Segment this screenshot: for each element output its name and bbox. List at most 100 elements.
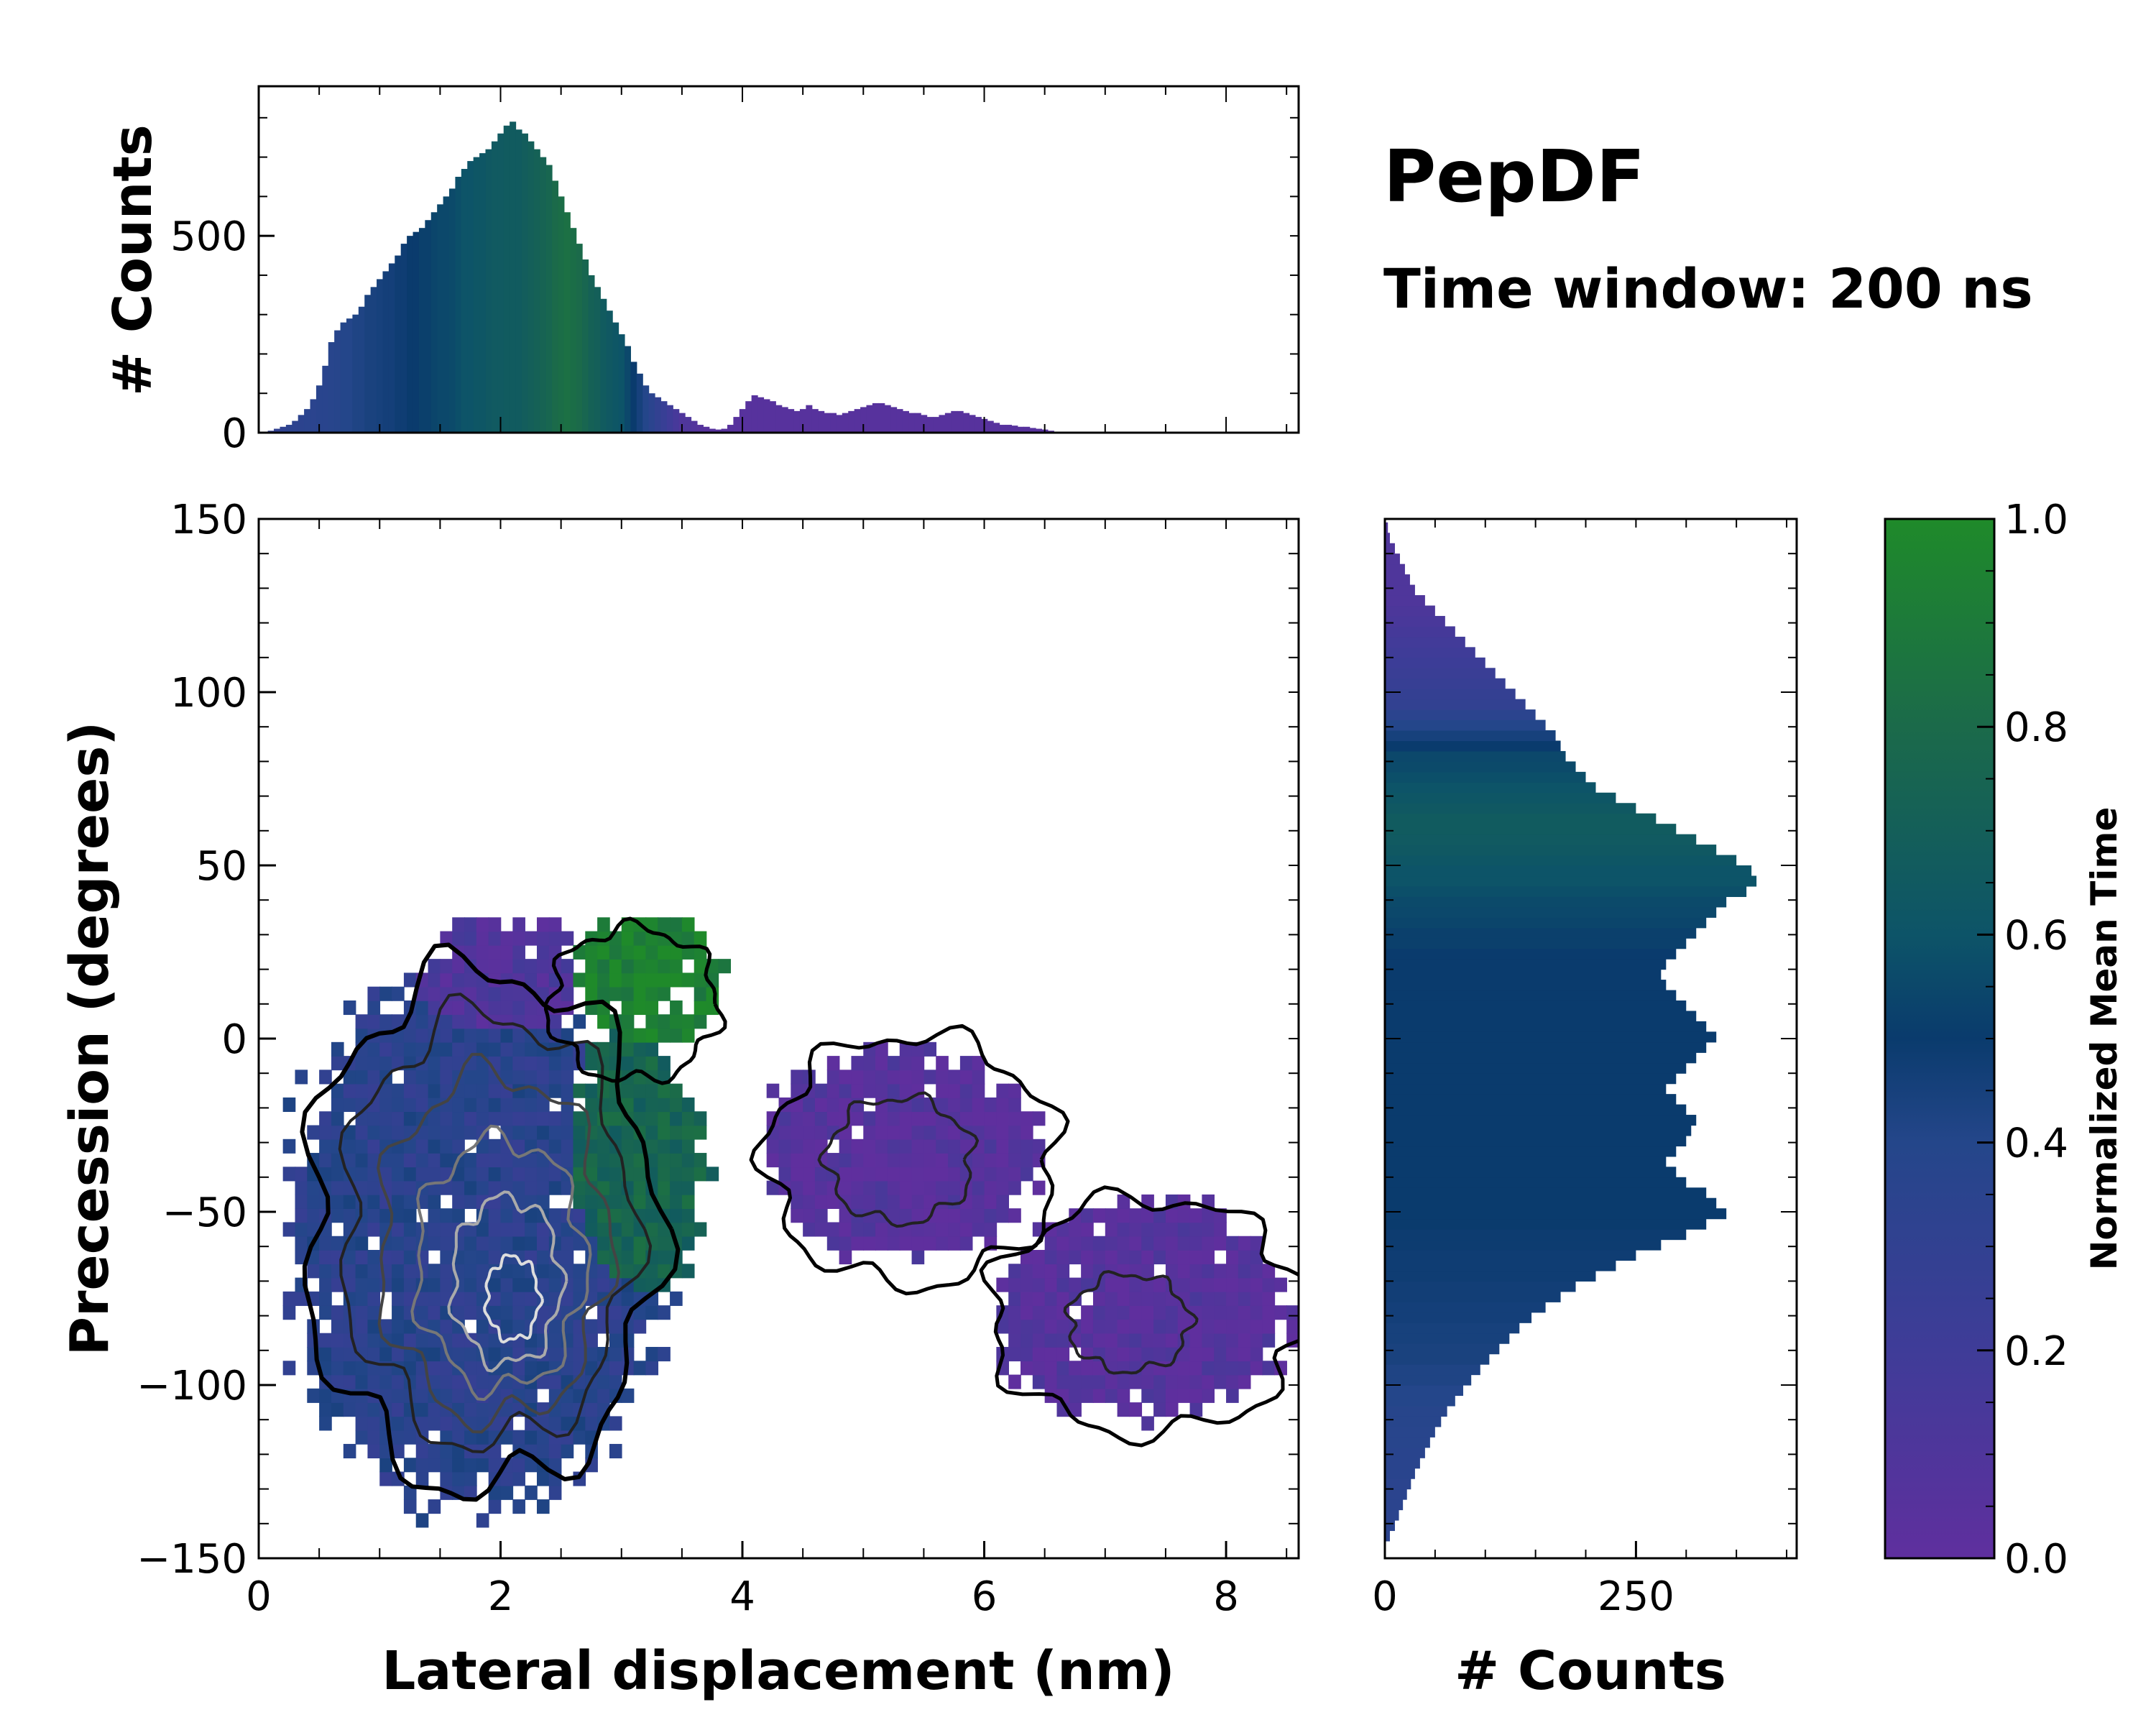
heatmap-cell	[1092, 1346, 1106, 1362]
heatmap-cell	[936, 1194, 949, 1209]
heatmap-cell	[585, 959, 598, 974]
heatmap-cell	[488, 1028, 502, 1043]
heatmap-cell	[936, 1222, 949, 1237]
heatmap-cell	[1129, 1374, 1143, 1389]
right-hist-bar	[1385, 1011, 1697, 1022]
main-ytick-label: −100	[137, 1363, 247, 1409]
heatmap-cell	[476, 1430, 489, 1445]
right-hist-bar	[1385, 647, 1475, 658]
heatmap-cell	[1056, 1333, 1070, 1348]
heatmap-cell	[379, 1361, 392, 1376]
heatmap-cell	[464, 1014, 477, 1029]
heatmap-cell	[561, 986, 574, 1001]
heatmap-cell	[1032, 1374, 1046, 1389]
heatmap-cell	[367, 1319, 381, 1334]
heatmap-cell	[561, 959, 574, 974]
heatmap-cell	[645, 1277, 659, 1292]
heatmap-cell	[500, 1014, 514, 1029]
heatmap-cell	[379, 1056, 392, 1071]
heatmap-cell	[911, 1236, 925, 1251]
heatmap-cell	[476, 1264, 489, 1279]
heatmap-cell	[585, 972, 598, 988]
heatmap-cell	[343, 1346, 356, 1362]
heatmap-cell	[355, 1250, 369, 1265]
heatmap-cell	[1165, 1319, 1179, 1334]
heatmap-cell	[609, 959, 622, 974]
heatmap-cell	[367, 1056, 381, 1071]
heatmap-cell	[452, 1208, 465, 1223]
top-hist-bar	[818, 410, 825, 433]
heatmap-cell	[452, 1374, 465, 1389]
top-histogram-frame	[257, 85, 1300, 434]
heatmap-cell	[645, 1264, 659, 1279]
heatmap-cell	[464, 1346, 477, 1362]
heatmap-cell	[923, 1041, 937, 1057]
heatmap-cell	[1021, 1125, 1033, 1140]
heatmap-cell	[766, 1180, 780, 1195]
heatmap-cell	[1069, 1222, 1082, 1237]
heatmap-cell	[936, 1153, 949, 1168]
heatmap-cell	[573, 1222, 586, 1237]
heatmap-cell	[1226, 1388, 1239, 1403]
heatmap-cell	[1021, 1264, 1033, 1279]
heatmap-cell	[887, 1125, 900, 1140]
heatmap-cell	[839, 1208, 852, 1223]
heatmap-cell	[331, 1361, 344, 1376]
heatmap-cell	[403, 1485, 417, 1500]
heatmap-cell	[814, 1153, 828, 1168]
heatmap-cell	[331, 1056, 344, 1071]
heatmap-cell	[561, 1111, 574, 1126]
top-hist-bar	[655, 397, 662, 433]
right-hist-bar	[1385, 1458, 1420, 1469]
heatmap-cell	[1021, 1153, 1033, 1168]
heatmap-cell	[403, 972, 417, 988]
heatmap-cell	[561, 1430, 574, 1445]
heatmap-cell	[851, 1056, 865, 1071]
heatmap-cell	[548, 1111, 562, 1126]
top-hist-bar	[721, 428, 728, 433]
heatmap-cell	[1044, 1333, 1058, 1348]
heatmap-cell	[476, 1513, 489, 1528]
heatmap-cell	[609, 1194, 622, 1209]
heatmap-cell	[561, 972, 574, 988]
heatmap-cell	[476, 1070, 489, 1085]
heatmap-cell	[1105, 1305, 1118, 1320]
heatmap-cell	[476, 1041, 489, 1057]
heatmap-cell	[367, 1416, 381, 1431]
heatmap-cell	[331, 1333, 344, 1348]
heatmap-cell	[1214, 1291, 1227, 1306]
heatmap-cell	[681, 1097, 695, 1113]
heatmap-cell	[392, 1374, 405, 1389]
heatmap-cell	[791, 1180, 803, 1195]
heatmap-cell	[440, 1430, 453, 1445]
heatmap-cell	[984, 1222, 998, 1237]
heatmap-cell	[525, 959, 538, 974]
heatmap-cell	[911, 1194, 925, 1209]
heatmap-cell	[585, 986, 598, 1001]
heatmap-cell	[464, 1194, 477, 1209]
right-hist-bar	[1385, 657, 1485, 668]
heatmap-cell	[392, 1222, 405, 1237]
right-histogram-bars	[1385, 522, 1757, 1542]
heatmap-cell	[681, 944, 695, 960]
heatmap-cell	[428, 1138, 441, 1154]
heatmap-cell	[525, 1277, 538, 1292]
right-hist-bar	[1385, 605, 1435, 617]
heatmap-cell	[440, 931, 453, 946]
heatmap-cell	[1226, 1264, 1239, 1279]
heatmap-cell	[440, 1458, 453, 1473]
heatmap-cell	[645, 1083, 659, 1098]
heatmap-cell	[597, 1264, 610, 1279]
heatmap-cell	[645, 1346, 659, 1362]
right-hist-bar	[1385, 1416, 1442, 1427]
top-hist-bar	[799, 409, 806, 433]
heatmap-cell	[658, 1138, 671, 1154]
heatmap-cell	[609, 1374, 622, 1389]
heatmap-cell	[500, 1277, 514, 1292]
heatmap-cell	[923, 1125, 937, 1140]
top-hist-bar	[830, 413, 837, 433]
heatmap-cell	[959, 1083, 973, 1098]
heatmap-cell	[525, 1291, 538, 1306]
heatmap-cell	[452, 1138, 465, 1154]
heatmap-cell	[440, 972, 453, 988]
